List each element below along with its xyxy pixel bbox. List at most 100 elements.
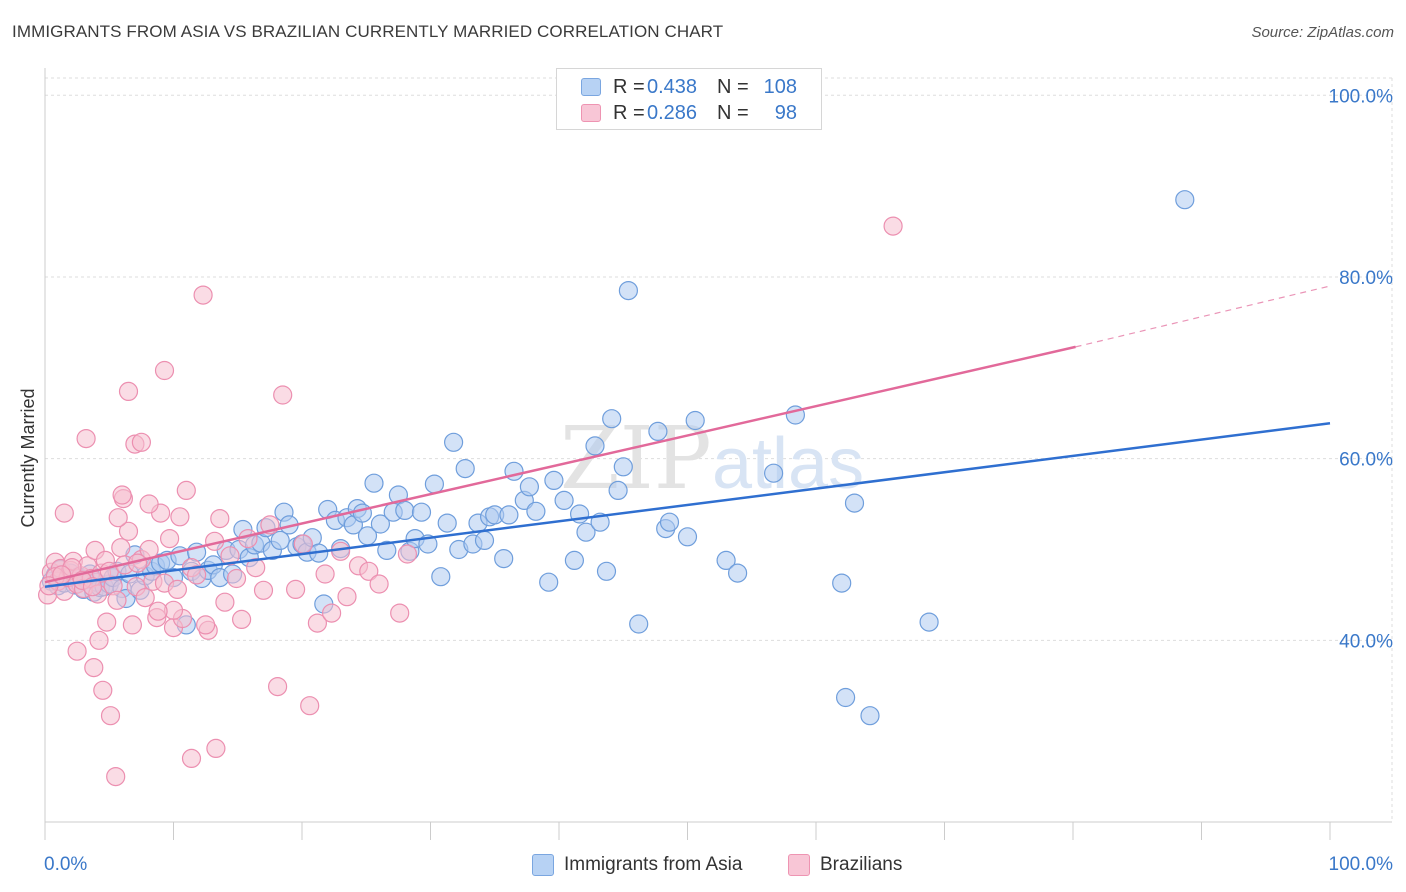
legend-r-label: R =	[613, 75, 645, 98]
data-point	[431, 567, 451, 587]
data-point	[352, 503, 372, 523]
data-point	[370, 514, 390, 534]
data-point	[608, 480, 628, 500]
legend-n-value: 98	[774, 101, 797, 124]
data-point	[395, 500, 415, 520]
data-point	[844, 493, 865, 513]
data-point	[322, 603, 342, 623]
bottom-legend-label: Immigrants from Asia	[564, 854, 743, 875]
data-point	[411, 502, 432, 522]
grid-lines	[45, 77, 1393, 822]
data-point	[648, 421, 668, 441]
data-point	[148, 601, 168, 621]
data-point	[300, 696, 320, 716]
data-point	[206, 738, 226, 759]
watermark-atlas: atlas	[712, 424, 864, 504]
chart-source: Source: ZipAtlas.com	[1251, 24, 1394, 41]
data-point	[494, 548, 514, 569]
legend-swatch-pink	[581, 104, 601, 122]
watermark: ZIP atlas	[560, 409, 864, 509]
data-point	[554, 490, 574, 510]
bottom-legend-swatch-blue	[532, 854, 554, 876]
data-point	[111, 538, 131, 558]
legend-n-value: 108	[763, 75, 797, 98]
data-point	[883, 216, 903, 236]
data-point	[108, 508, 128, 528]
trend-line-asia	[44, 421, 1331, 588]
data-point	[253, 580, 274, 600]
data-point	[307, 613, 327, 633]
data-point	[716, 550, 736, 571]
y-axis-title: Currently Married	[18, 388, 38, 527]
legend-n-label: N =	[717, 101, 749, 124]
data-point	[364, 473, 384, 493]
y-tick-label: 100.0%	[1329, 86, 1394, 107]
data-point	[246, 557, 266, 578]
legend-row-asia: R = 0.438 N = 108	[581, 74, 797, 100]
data-point	[337, 587, 357, 607]
data-point	[919, 612, 939, 632]
trend-lines	[44, 285, 1331, 588]
tick-labels: 40.0% 60.0% 80.0% 100.0% 0.0% 100.0%	[44, 86, 1393, 875]
data-point	[331, 541, 351, 561]
data-point	[359, 561, 379, 581]
data-point	[832, 573, 852, 593]
data-point	[564, 550, 585, 571]
x-tick-label: 0.0%	[44, 854, 87, 875]
data-point	[315, 564, 335, 584]
data-point	[84, 657, 104, 678]
data-point	[238, 528, 258, 549]
data-point	[526, 501, 546, 521]
data-point	[390, 603, 410, 623]
x-tick-label: 100.0%	[1329, 854, 1394, 875]
data-point	[519, 477, 540, 497]
data-point	[196, 615, 216, 635]
y-tick-label: 40.0%	[1339, 631, 1393, 652]
data-point	[763, 463, 784, 483]
data-point	[293, 534, 313, 554]
data-point	[618, 281, 639, 301]
data-point	[187, 565, 207, 585]
data-point	[397, 544, 417, 564]
data-point	[444, 432, 464, 452]
y-tick-label: 80.0%	[1339, 268, 1393, 289]
legend-row-brazilians: R = 0.286 N = 98	[581, 100, 797, 126]
data-point	[97, 612, 117, 632]
bottom-legend-asia: Immigrants from Asia	[532, 852, 742, 878]
data-point	[369, 574, 389, 594]
data-point	[89, 630, 109, 650]
data-point	[118, 381, 139, 401]
legend-swatch-blue	[581, 78, 601, 96]
data-point	[629, 614, 649, 634]
data-point	[154, 360, 175, 381]
data-point	[474, 530, 495, 551]
data-point	[160, 528, 180, 549]
bottom-legend-swatch-pink	[788, 854, 810, 876]
data-point	[54, 503, 74, 523]
data-point	[100, 706, 121, 726]
data-point	[215, 592, 235, 612]
data-point	[220, 546, 240, 566]
data-point	[226, 568, 247, 589]
correlation-legend: R = 0.438 N = 108 R = 0.286 N = 98	[556, 68, 822, 130]
trend-line-brazilians-extension	[1075, 285, 1331, 348]
trend-line-brazilians	[44, 345, 1076, 584]
bottom-legend-brazilians: Brazilians	[788, 852, 902, 878]
data-point	[455, 459, 475, 479]
data-point	[193, 285, 213, 305]
legend-r-value: 0.286	[647, 101, 698, 124]
data-point	[232, 609, 252, 630]
data-point	[677, 527, 698, 547]
data-point	[106, 766, 126, 787]
data-point	[273, 385, 293, 405]
y-tick-label: 60.0%	[1339, 450, 1393, 471]
data-point	[118, 521, 139, 541]
data-point	[539, 572, 559, 592]
data-point	[135, 587, 155, 608]
series-immigrants-from-asia	[41, 190, 1195, 726]
legend-r-label: R =	[613, 101, 645, 124]
data-point	[659, 512, 680, 532]
data-point	[835, 687, 856, 708]
data-point	[139, 494, 159, 514]
